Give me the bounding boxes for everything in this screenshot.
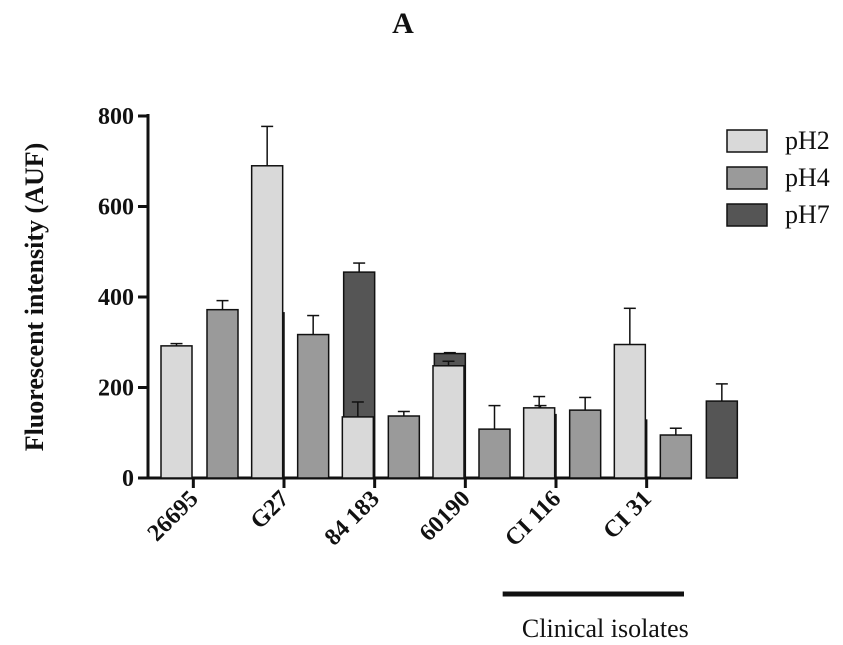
bar-ph4-60190 xyxy=(478,428,511,479)
bar-ph2-60190 xyxy=(432,365,465,479)
legend-label: pH4 xyxy=(785,163,830,192)
bar-ph2-ci-31 xyxy=(613,343,647,479)
y-tick-label: 800 xyxy=(98,104,134,130)
legend-label: pH7 xyxy=(785,200,830,229)
x-tick-label: 60190 xyxy=(415,486,476,547)
bar-ph4-ci-31 xyxy=(659,434,693,479)
bar-ph4-g27 xyxy=(296,333,330,479)
clinical-isolates-label: Clinical isolates xyxy=(522,614,689,643)
chart-title: A xyxy=(392,7,414,40)
y-tick-label: 400 xyxy=(98,285,134,311)
y-tick-label: 200 xyxy=(98,376,134,402)
bar-ph2-ci-116 xyxy=(522,407,556,479)
clinical-isolates-annotation: Clinical isolates xyxy=(502,591,689,643)
x-tick-label: 26695 xyxy=(143,486,204,547)
y-tick-label: 600 xyxy=(98,195,134,221)
bar-ph2-26695 xyxy=(160,345,193,479)
bar-ph2-84-183 xyxy=(341,416,375,479)
bar-ph4-ci-116 xyxy=(568,409,602,479)
bar-ph4-84-183 xyxy=(387,415,421,479)
y-axis-label: Fluorescent intensity (AUF) xyxy=(20,143,49,452)
legend-swatch xyxy=(726,203,768,227)
x-tick-label: 84 183 xyxy=(320,486,385,551)
legend-swatch xyxy=(726,166,768,190)
bar-ph7-ci-31 xyxy=(705,400,739,479)
y-tick-label: 0 xyxy=(122,466,134,492)
legend-swatch xyxy=(726,129,768,153)
x-tick-label: G27 xyxy=(246,486,295,535)
axes: 0 200 400 600 800 26695 G27 84 183 60190 CI 116 CI… xyxy=(98,104,692,552)
bars xyxy=(160,125,739,479)
x-tick-label: CI 31 xyxy=(598,486,656,544)
x-tick-label: CI 116 xyxy=(500,486,566,552)
legend: pH2 pH4 pH7 xyxy=(726,126,830,229)
bar-ph2-g27 xyxy=(250,165,284,479)
legend-label: pH2 xyxy=(785,126,830,155)
bar-ph4-26695 xyxy=(206,308,239,479)
